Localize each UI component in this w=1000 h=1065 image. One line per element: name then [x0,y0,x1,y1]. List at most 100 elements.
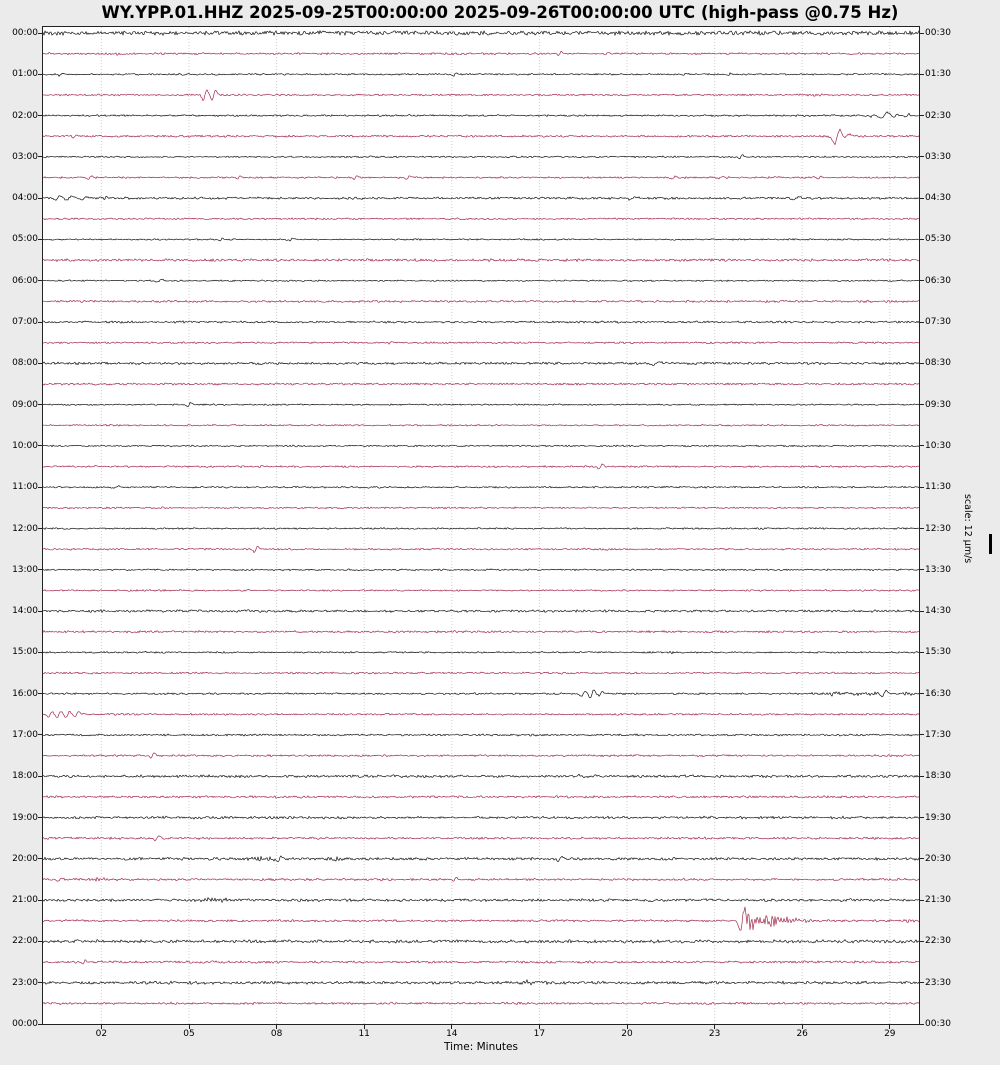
y-axis-label-left: 06:00 [12,275,38,286]
y-axis-label-right: 14:30 [925,606,951,617]
x-tick-mark [714,1025,716,1029]
x-axis-title: Time: Minutes [444,1041,518,1053]
plot-title: WY.YPP.01.HHZ 2025-09-25T00:00:00 2025-0… [101,3,899,22]
plot-area [42,26,920,1025]
tick-right [920,982,924,984]
y-axis-label-right: 13:30 [925,564,951,575]
x-tick-label: 08 [270,1029,283,1039]
y-axis-label-left: 18:00 [12,771,38,782]
tick-left [38,197,42,199]
tick-right [920,362,924,364]
trace-11:00 [43,485,919,489]
tick-left [38,817,42,819]
trace-14:30 [43,630,919,634]
trace-04:00 [43,195,919,201]
trace-09:30 [43,423,919,427]
y-axis-label-right: 08:30 [925,358,951,369]
tick-left [38,651,42,653]
y-axis-label-right: 00:30 [925,1019,951,1029]
tick-left [38,693,42,695]
x-tick-mark [451,1025,453,1029]
tick-right [920,899,924,901]
trace-04:30 [43,217,919,221]
trace-22:30 [43,959,919,965]
tick-left [38,610,42,612]
tick-left [38,115,42,117]
trace-07:00 [43,320,919,324]
y-axis-label-left: 10:00 [12,440,38,451]
trace-20:00 [43,855,919,863]
x-tick-label: 05 [183,1029,195,1039]
tick-left [38,238,42,240]
tick-right [920,156,924,158]
trace-19:30 [43,835,919,842]
tick-right [920,651,924,653]
trace-03:00 [43,154,919,160]
trace-12:00 [43,527,919,530]
y-axis-label-right: 19:30 [925,812,951,823]
x-tick-mark [626,1025,628,1029]
x-tick-mark [538,1025,540,1029]
helicorder-traces [43,27,919,1024]
tick-left [38,156,42,158]
y-axis-label-left: 01:00 [12,69,38,80]
x-tick-mark [188,1025,190,1029]
trace-10:30 [43,463,919,470]
trace-17:00 [43,733,919,737]
trace-17:30 [43,752,919,759]
y-axis-label-left: 03:00 [12,151,38,162]
y-axis-label-right: 02:30 [925,110,951,121]
tick-right [920,1023,924,1025]
scale-label: scale: 12 μm/s [962,494,973,564]
x-tick-mark [276,1025,278,1029]
y-axis-label-left: 13:00 [12,564,38,575]
y-axis-label-left: 16:00 [12,688,38,699]
y-axis-label-right: 12:30 [925,523,951,534]
trace-00:00 [43,30,919,36]
tick-left [38,982,42,984]
tick-left [38,73,42,75]
tick-right [920,486,924,488]
y-axis-label-left: 14:00 [12,606,38,617]
x-tick-label: 26 [796,1029,808,1039]
y-axis-label-left: 09:00 [12,399,38,410]
trace-11:30 [43,506,919,510]
trace-03:30 [43,175,919,181]
scale-bar [989,534,992,554]
trace-20:30 [43,877,919,882]
trace-06:00 [43,278,919,283]
y-axis-label-right: 18:30 [925,771,951,782]
trace-18:00 [43,773,919,779]
y-axis-label-left: 04:00 [12,193,38,204]
tick-right [920,445,924,447]
tick-left [38,404,42,406]
y-axis-label-left: 20:00 [12,853,38,864]
trace-09:00 [43,402,919,408]
trace-13:30 [43,589,919,592]
trace-10:00 [43,444,919,448]
y-axis-label-right: 10:30 [925,440,951,451]
y-axis-label-right: 00:30 [925,28,951,38]
y-axis-label-right: 09:30 [925,399,951,410]
trace-21:30 [43,906,919,931]
y-axis-label-right: 22:30 [925,936,951,947]
trace-19:00 [43,815,919,820]
y-axis-label-left: 00:00 [12,1019,38,1029]
y-axis-label-left: 05:00 [12,234,38,245]
y-axis-label-left: 02:00 [12,110,38,121]
tick-right [920,858,924,860]
tick-right [920,115,924,117]
trace-07:30 [43,341,919,345]
y-axis-label-right: 05:30 [925,234,951,245]
trace-18:30 [43,795,919,799]
x-tick-mark [889,1025,891,1029]
trace-06:30 [43,299,919,303]
trace-14:00 [43,609,919,613]
tick-right [920,280,924,282]
x-tick-label: 20 [621,1029,633,1039]
x-tick-label: 17 [533,1029,546,1039]
x-tick-mark [100,1025,102,1029]
tick-right [920,940,924,942]
tick-right [920,817,924,819]
tick-right [920,404,924,406]
